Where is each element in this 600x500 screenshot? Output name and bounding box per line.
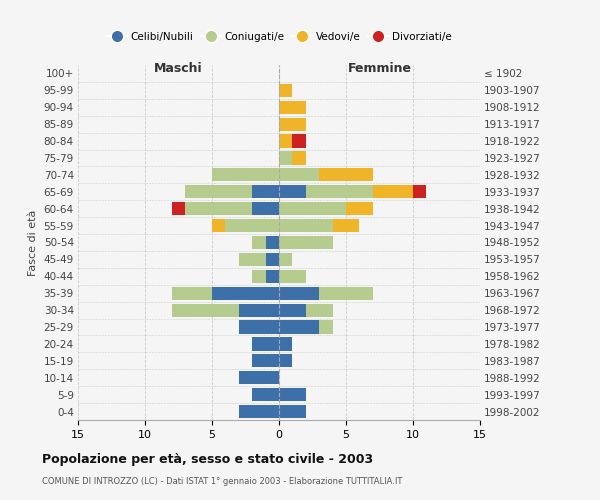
- Bar: [292, 134, 306, 147]
- Bar: [239, 304, 279, 316]
- Bar: [239, 405, 279, 418]
- Bar: [252, 202, 279, 215]
- Bar: [292, 152, 306, 164]
- Text: COMUNE DI INTROZZO (LC) - Dati ISTAT 1° gennaio 2003 - Elaborazione TUTTITALIA.I: COMUNE DI INTROZZO (LC) - Dati ISTAT 1° …: [42, 478, 403, 486]
- Bar: [252, 388, 279, 401]
- Bar: [279, 388, 306, 401]
- Bar: [279, 202, 346, 215]
- Bar: [319, 320, 332, 334]
- Bar: [306, 304, 332, 316]
- Bar: [252, 185, 279, 198]
- Bar: [346, 202, 373, 215]
- Bar: [332, 219, 359, 232]
- Bar: [306, 185, 373, 198]
- Bar: [226, 219, 279, 232]
- Bar: [373, 185, 413, 198]
- Bar: [172, 304, 239, 316]
- Bar: [185, 185, 252, 198]
- Bar: [252, 236, 266, 249]
- Bar: [279, 338, 292, 350]
- Bar: [279, 286, 319, 300]
- Bar: [279, 253, 292, 266]
- Bar: [319, 286, 373, 300]
- Bar: [239, 371, 279, 384]
- Bar: [279, 304, 306, 316]
- Bar: [279, 134, 292, 147]
- Bar: [212, 168, 279, 181]
- Bar: [266, 270, 279, 283]
- Bar: [252, 270, 266, 283]
- Bar: [266, 236, 279, 249]
- Bar: [279, 270, 306, 283]
- Bar: [279, 236, 332, 249]
- Bar: [279, 354, 292, 368]
- Text: Popolazione per età, sesso e stato civile - 2003: Popolazione per età, sesso e stato civil…: [42, 452, 373, 466]
- Text: Maschi: Maschi: [154, 62, 203, 74]
- Bar: [252, 354, 279, 368]
- Bar: [172, 286, 212, 300]
- Bar: [279, 185, 306, 198]
- Bar: [319, 168, 373, 181]
- Bar: [279, 219, 332, 232]
- Bar: [279, 100, 306, 114]
- Bar: [185, 202, 252, 215]
- Bar: [252, 338, 279, 350]
- Y-axis label: Fasce di età: Fasce di età: [28, 210, 38, 276]
- Bar: [212, 286, 279, 300]
- Bar: [279, 168, 319, 181]
- Bar: [212, 219, 226, 232]
- Bar: [239, 253, 266, 266]
- Text: Femmine: Femmine: [347, 62, 412, 74]
- Bar: [172, 202, 185, 215]
- Bar: [279, 84, 292, 97]
- Bar: [413, 185, 427, 198]
- Bar: [279, 405, 306, 418]
- Bar: [279, 320, 319, 334]
- Bar: [266, 253, 279, 266]
- Bar: [279, 152, 292, 164]
- Legend: Celibi/Nubili, Coniugati/e, Vedovi/e, Divorziati/e: Celibi/Nubili, Coniugati/e, Vedovi/e, Di…: [102, 28, 456, 46]
- Bar: [279, 118, 306, 131]
- Bar: [239, 320, 279, 334]
